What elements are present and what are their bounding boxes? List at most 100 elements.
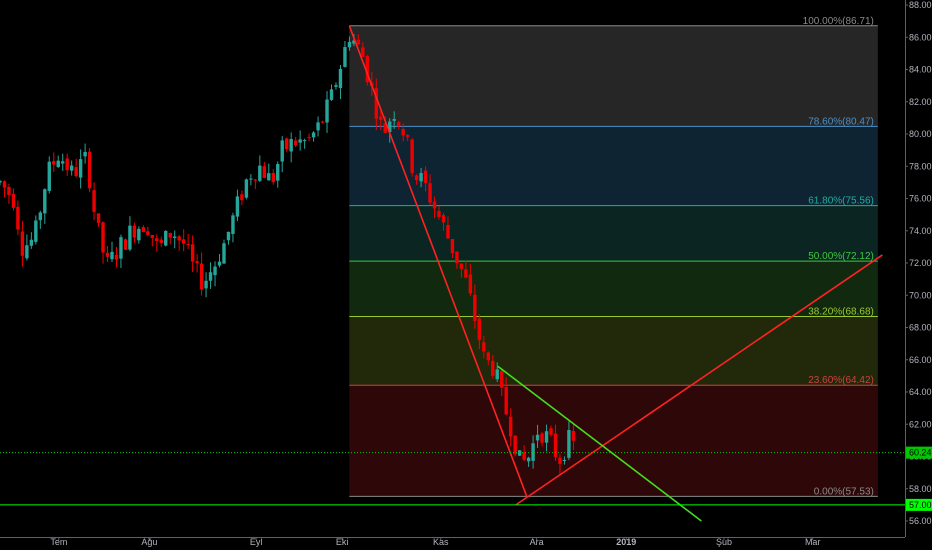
- fib-level-label: 0.00%(57.53): [814, 486, 874, 497]
- fibonacci-zones: [349, 25, 878, 497]
- candle-body: [343, 47, 347, 67]
- fibonacci-levels: 100.00%(86.71) 78.60%(80.47) 61.80%(75.56)…: [349, 16, 878, 497]
- candle-body: [540, 433, 544, 443]
- candle-body: [213, 266, 217, 276]
- candle-body: [446, 225, 450, 239]
- candle-body: [258, 165, 262, 181]
- candle-body: [186, 243, 190, 245]
- candles: [0, 34, 576, 475]
- candle-body: [101, 222, 105, 253]
- candle-body: [571, 431, 576, 441]
- candle-body: [356, 39, 361, 45]
- candle-body: [388, 121, 392, 133]
- candle-body: [549, 428, 553, 435]
- candle-body: [508, 416, 513, 437]
- candle-body: [379, 116, 383, 121]
- candle-body: [56, 160, 60, 167]
- candle-body: [405, 135, 410, 137]
- candle-body: [450, 239, 455, 254]
- candle-body: [280, 140, 284, 162]
- candle-body: [285, 138, 289, 150]
- candle-body: [69, 165, 74, 171]
- fib-level-label: 100.00%(86.71): [803, 16, 874, 27]
- price-marker-label: 60.24: [909, 448, 932, 458]
- candle-body: [414, 175, 419, 181]
- price-tick-label: 86.00: [909, 32, 932, 42]
- candle-body: [78, 159, 83, 178]
- candle-body: [235, 196, 240, 217]
- candle-body: [464, 269, 468, 278]
- candle-body: [114, 254, 119, 260]
- candle-body: [477, 318, 482, 341]
- candle-body: [74, 167, 78, 177]
- candle-body: [34, 220, 38, 242]
- candle-body: [208, 272, 213, 281]
- candle-body: [396, 122, 401, 127]
- candle-body: [432, 201, 437, 209]
- candle-body: [401, 128, 405, 136]
- price-tick-label: 64.00: [909, 387, 932, 397]
- price-axis-bg: [905, 0, 932, 550]
- candle-body: [293, 140, 298, 146]
- candle-body: [52, 161, 56, 165]
- price-tick-label: 56.00: [909, 516, 932, 526]
- candle-body: [338, 68, 343, 89]
- fib-zone: [349, 261, 878, 317]
- candle-body: [419, 173, 423, 182]
- candle-body: [374, 88, 378, 119]
- candle-body: [38, 212, 43, 221]
- price-tick-label: 76.00: [909, 194, 932, 204]
- candle-body: [20, 231, 25, 256]
- candle-body: [92, 190, 96, 212]
- candle-body: [262, 166, 267, 178]
- candle-body: [0, 181, 2, 183]
- candle-body: [132, 225, 137, 238]
- candle-body: [7, 186, 11, 196]
- candle-body: [491, 360, 495, 376]
- candle-body: [558, 457, 562, 464]
- candle-body: [173, 236, 177, 239]
- candle-body: [244, 179, 249, 198]
- candle-body: [347, 41, 352, 48]
- candle-body: [352, 40, 356, 44]
- candle-body: [316, 122, 320, 131]
- price-lines: [0, 452, 905, 506]
- candle-body: [325, 99, 329, 123]
- candle-body: [181, 239, 186, 244]
- candle-body: [217, 261, 222, 266]
- candle-body: [441, 215, 446, 223]
- price-tick-label: 58.00: [909, 484, 932, 494]
- price-tick-label: 72.00: [909, 258, 932, 268]
- candle-body: [361, 47, 365, 57]
- candle-body: [177, 236, 181, 241]
- candle-body: [302, 140, 307, 142]
- candle-body: [553, 433, 558, 457]
- candle-body: [289, 139, 293, 152]
- candle-body: [47, 161, 51, 191]
- fib-level-label: 78.60%(80.47): [808, 116, 874, 127]
- candle-body: [455, 251, 459, 264]
- candle-body: [87, 151, 92, 189]
- price-tick-label: 70.00: [909, 290, 932, 300]
- price-tick-label: 88.00: [909, 0, 932, 10]
- fib-zone: [349, 316, 878, 386]
- candle-body: [267, 173, 271, 181]
- trend-line: [348, 25, 528, 497]
- candle-body: [16, 206, 20, 230]
- time-tick-label: Eyl: [250, 537, 263, 547]
- candle-body: [253, 179, 258, 181]
- candle-body: [168, 233, 172, 238]
- price-tick-label: 68.00: [909, 323, 932, 333]
- price-tick-label: 82.00: [909, 97, 932, 107]
- candle-body: [410, 139, 414, 173]
- candle-body: [141, 227, 146, 233]
- time-tick-label: Tem: [50, 537, 67, 547]
- candle-body: [226, 231, 231, 241]
- candle-body: [146, 231, 150, 235]
- candle-body: [123, 239, 128, 250]
- candle-body: [482, 342, 486, 352]
- candle-body: [119, 237, 123, 259]
- fib-zone: [349, 205, 878, 262]
- time-tick-label: 2019: [616, 537, 636, 547]
